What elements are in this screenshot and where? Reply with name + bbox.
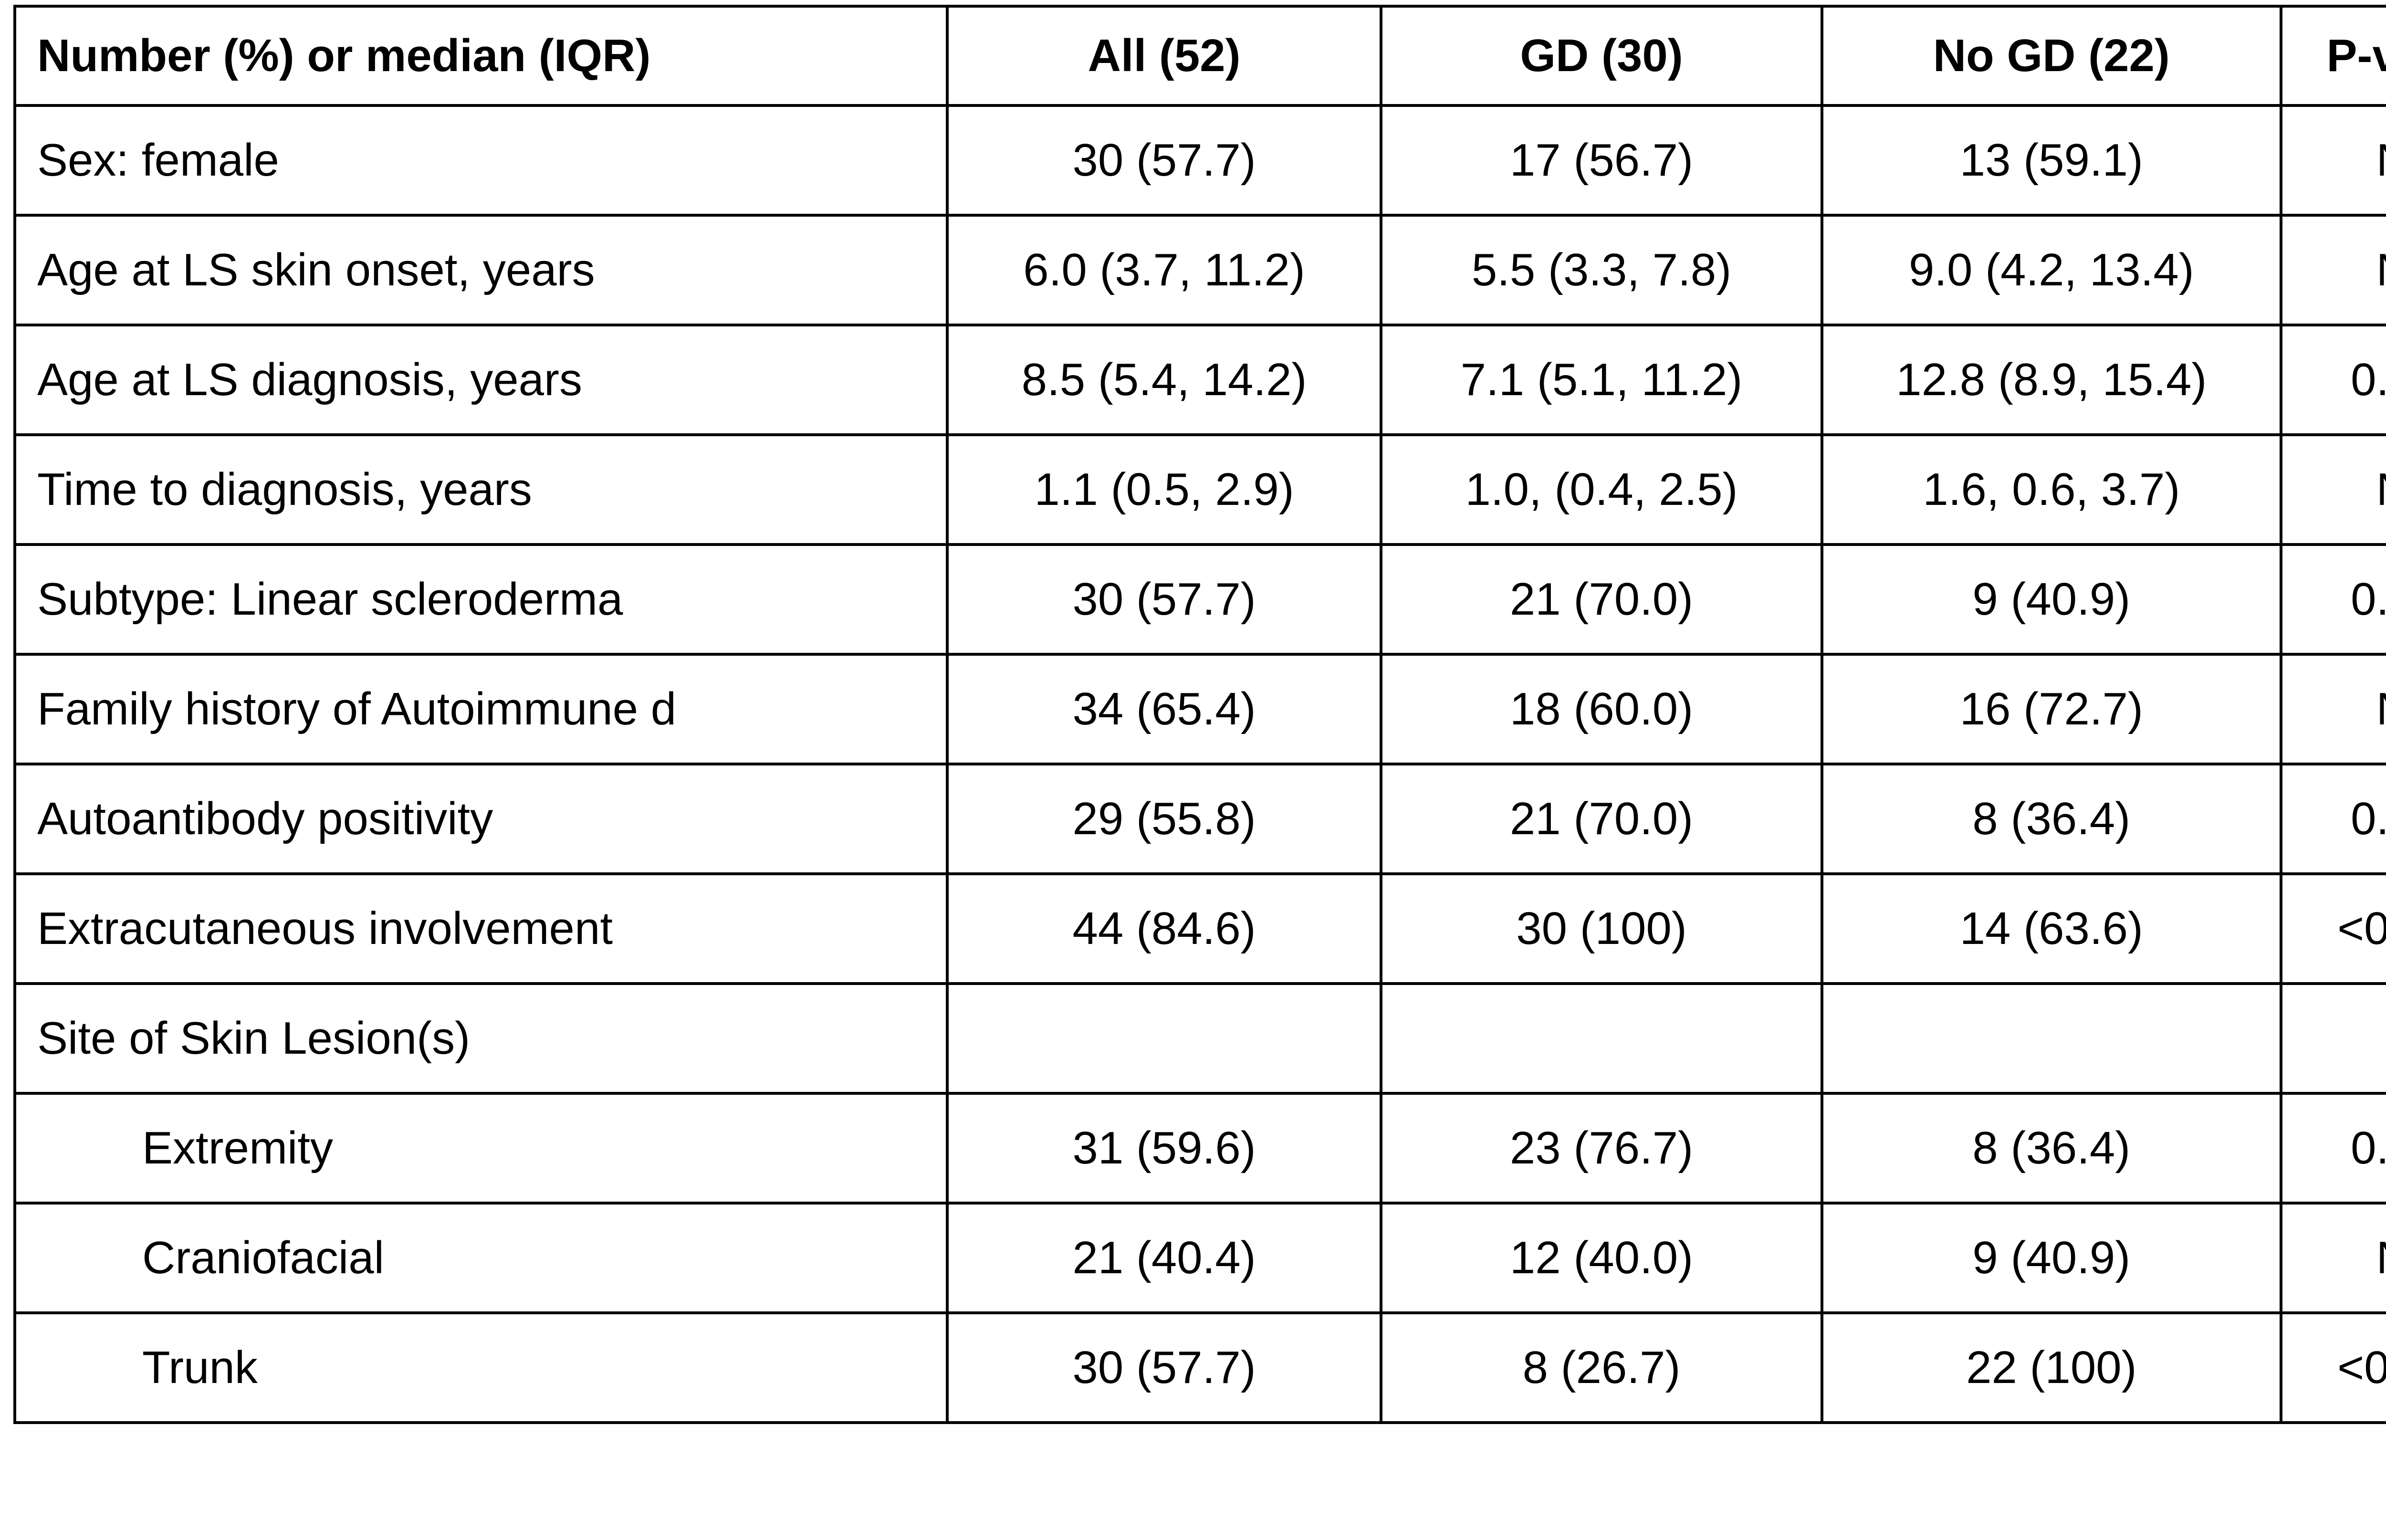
column-header-all: All (52) xyxy=(946,5,1382,107)
table-cell: 21 (70.0) xyxy=(1379,763,1824,875)
row-label: Extremity xyxy=(13,1092,949,1205)
table-cell: 8 (36.4) xyxy=(1821,1092,2282,1205)
table-cell: 0.016 xyxy=(2279,324,2386,436)
table-row: Sex: female 30 (57.7) 17 (56.7) 13 (59.1… xyxy=(13,104,2386,217)
table-row: Site of Skin Lesion(s) xyxy=(13,982,2386,1095)
table-cell xyxy=(1821,982,2282,1095)
table-cell: 31 (59.6) xyxy=(946,1092,1382,1205)
table-cell xyxy=(1379,982,1824,1095)
column-header-pvalue: P-value xyxy=(2279,5,2386,107)
table-cell: 6.0 (3.7, 11.2) xyxy=(946,214,1382,326)
row-label: Age at LS skin onset, years xyxy=(13,214,949,326)
column-header-no-gd: No GD (22) xyxy=(1821,5,2282,107)
table-cell: 16 (72.7) xyxy=(1821,653,2282,765)
table-cell: NS xyxy=(2279,653,2386,765)
table-cell: 1.0, (0.4, 2.5) xyxy=(1379,433,1824,546)
table-cell: 44 (84.6) xyxy=(946,872,1382,985)
table-cell: 0.024 xyxy=(2279,763,2386,875)
table-cell: NS xyxy=(2279,214,2386,326)
column-header-gd: GD (30) xyxy=(1379,5,1824,107)
table-cell: NS xyxy=(2279,104,2386,217)
table-cell: 30 (57.7) xyxy=(946,543,1382,656)
table-cell: <0.001 xyxy=(2279,872,2386,985)
table-cell: 8.5 (5.4, 14.2) xyxy=(946,324,1382,436)
table-cell: 30 (100) xyxy=(1379,872,1824,985)
table-row: Extracutaneous involvement 44 (84.6) 30 … xyxy=(13,872,2386,985)
table-cell: 29 (55.8) xyxy=(946,763,1382,875)
table-cell: 17 (56.7) xyxy=(1379,104,1824,217)
table-row: Age at LS skin onset, years 6.0 (3.7, 11… xyxy=(13,214,2386,326)
row-label: Trunk xyxy=(13,1311,949,1424)
row-label: Subtype: Linear scleroderma xyxy=(13,543,949,656)
table-row: Time to diagnosis, years 1.1 (0.5, 2.9) … xyxy=(13,433,2386,546)
table-cell: 22 (100) xyxy=(1821,1311,2282,1424)
table-row: Craniofacial 21 (40.4) 12 (40.0) 9 (40.9… xyxy=(13,1202,2386,1314)
table-cell: 0.049 xyxy=(2279,543,2386,656)
table-cell: 8 (36.4) xyxy=(1821,763,2282,875)
row-label-section: Site of Skin Lesion(s) xyxy=(13,982,949,1095)
table-cell: 0.005 xyxy=(2279,1092,2386,1205)
table-row: Extremity 31 (59.6) 23 (76.7) 8 (36.4) 0… xyxy=(13,1092,2386,1205)
table-cell: 34 (65.4) xyxy=(946,653,1382,765)
table-cell: 30 (57.7) xyxy=(946,1311,1382,1424)
row-label: Age at LS diagnosis, years xyxy=(13,324,949,436)
table-cell: 8 (26.7) xyxy=(1379,1311,1824,1424)
table-cell xyxy=(946,982,1382,1095)
table-cell: 1.1 (0.5, 2.9) xyxy=(946,433,1382,546)
table-cell: 21 (40.4) xyxy=(946,1202,1382,1314)
table-row: Age at LS diagnosis, years 8.5 (5.4, 14.… xyxy=(13,324,2386,436)
table-cell: 12.8 (8.9, 15.4) xyxy=(1821,324,2282,436)
table-cell: 7.1 (5.1, 11.2) xyxy=(1379,324,1824,436)
column-header-label: Number (%) or median (IQR) xyxy=(13,5,949,107)
table-row: Subtype: Linear scleroderma 30 (57.7) 21… xyxy=(13,543,2386,656)
table-cell xyxy=(2279,982,2386,1095)
table-cell: 1.6, 0.6, 3.7) xyxy=(1821,433,2282,546)
row-label: Extracutaneous involvement xyxy=(13,872,949,985)
row-label: Family history of Autoimmune d xyxy=(13,653,949,765)
row-label: Sex: female xyxy=(13,104,949,217)
row-label: Autoantibody positivity xyxy=(13,763,949,875)
table-cell: 9 (40.9) xyxy=(1821,543,2282,656)
table-cell: <0.001 xyxy=(2279,1311,2386,1424)
table-row: Trunk 30 (57.7) 8 (26.7) 22 (100) <0.001 xyxy=(13,1311,2386,1424)
table-row: Family history of Autoimmune d 34 (65.4)… xyxy=(13,653,2386,765)
table-cell: NS xyxy=(2279,1202,2386,1314)
table-cell: 30 (57.7) xyxy=(946,104,1382,217)
table-cell: 5.5 (3.3, 7.8) xyxy=(1379,214,1824,326)
table-cell: 12 (40.0) xyxy=(1379,1202,1824,1314)
row-label: Craniofacial xyxy=(13,1202,949,1314)
table-cell: NS xyxy=(2279,433,2386,546)
table-cell: 21 (70.0) xyxy=(1379,543,1824,656)
clinical-characteristics-table: Number (%) or median (IQR) All (52) GD (… xyxy=(13,5,2386,1424)
table-cell: 23 (76.7) xyxy=(1379,1092,1824,1205)
row-label: Time to diagnosis, years xyxy=(13,433,949,546)
table-cell: 9 (40.9) xyxy=(1821,1202,2282,1314)
header-row: Number (%) or median (IQR) All (52) GD (… xyxy=(13,5,2386,107)
table-row: Autoantibody positivity 29 (55.8) 21 (70… xyxy=(13,763,2386,875)
table-cell: 13 (59.1) xyxy=(1821,104,2282,217)
table-cell: 18 (60.0) xyxy=(1379,653,1824,765)
table-cell: 14 (63.6) xyxy=(1821,872,2282,985)
table-cell: 9.0 (4.2, 13.4) xyxy=(1821,214,2282,326)
